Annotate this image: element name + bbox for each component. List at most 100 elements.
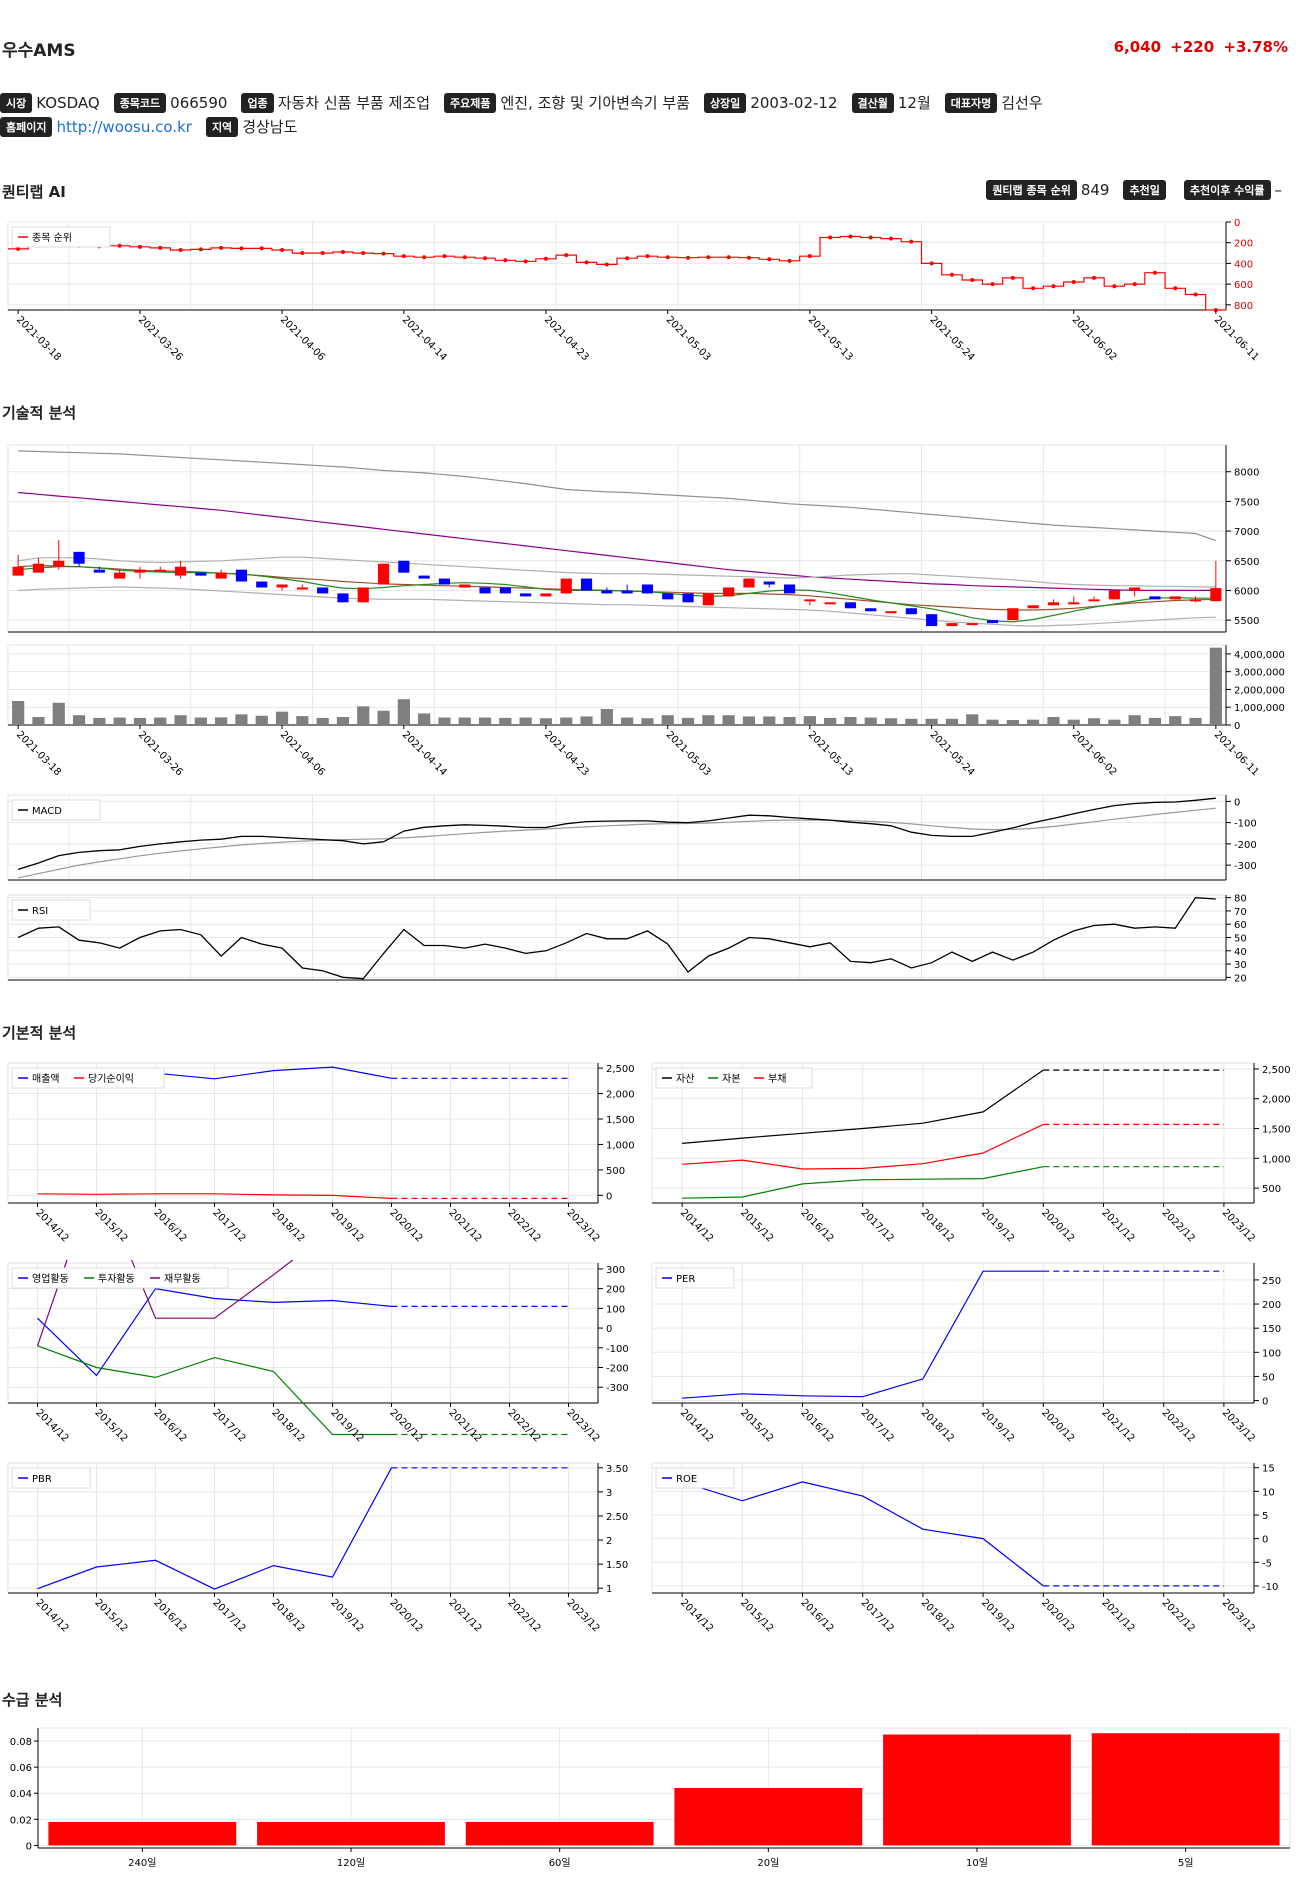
x-tick-label: 2023/12 [1220,1207,1257,1244]
industry-key: 업종 [241,92,274,113]
volume-bar [864,717,877,725]
rank-point [178,247,183,252]
y-tick-label: 15 [1262,1464,1275,1475]
volume-bar [681,717,695,725]
y-tick-label: 70 [1234,907,1247,918]
pbr-chart: 1 1.50 2 2.50 3 3.50 PBR 2014/12 2015/12 2016/12 2… [7,1462,628,1634]
series-line [37,1345,392,1436]
y-tick-label: 20 [1234,973,1247,984]
y-tick-label: -300 [1234,861,1257,872]
y-tick-label: 2 [606,1536,612,1547]
candle-body [438,578,451,585]
y-tick-label: 3 [606,1488,612,1499]
candle-body [926,614,938,627]
y-tick-label: 10 [1262,1487,1275,1498]
rank-point [280,247,285,252]
x-tick-label: 2020/12 [1039,1597,1076,1634]
x-tick-label: 2023/12 [564,1207,601,1244]
legend-label: ROE [676,1474,697,1485]
y-tick-label: 100 [606,1304,625,1315]
product-value: 엔진, 조향 및 기아변속기 부품 [500,94,690,112]
y-tick-label: 2,000 [606,1090,635,1101]
rank-point [1031,286,1036,291]
x-tick-label: 2021-06-11 [1212,314,1261,363]
ma-mid-line [18,491,1216,591]
legend-box [11,1267,229,1289]
x-tick-label: 2014/12 [678,1207,715,1244]
volume-bar [397,699,410,725]
rank-point [259,246,264,251]
x-tick-label: 2018/12 [919,1407,956,1444]
x-tick-label: 10일 [966,1857,988,1869]
y-tick-label: 3,000,000 [1234,668,1285,679]
rank-value: 849 [1080,181,1110,199]
x-tick-label: 5일 [1178,1857,1194,1869]
x-tick-label: 2021-03-18 [14,729,63,778]
volume-bar [621,717,634,725]
legend-box [11,1467,91,1489]
homepage-link[interactable]: http://woosu.co.kr [56,117,192,136]
y-tick-label: -100 [1234,819,1257,830]
y-tick-label: 1,000,000 [1234,703,1285,714]
rank-point [198,247,203,252]
rsi-line [17,897,1216,980]
rank-point [1071,280,1076,285]
x-tick-label: 2019/12 [328,1597,365,1634]
candle-body [865,608,877,612]
legend-label: MACD [32,806,62,817]
x-tick-label: 2016/12 [798,1207,835,1244]
rank-point [726,255,731,260]
balance-chart: 500 1,000 1,500 2,000 2,500 자산 자본 부채 2014/12 2015… [651,1062,1291,1244]
volume-bar [113,717,126,725]
y-tick-label: 80 [1234,894,1247,905]
x-tick-label: 2015/12 [738,1597,775,1634]
volume-bar [316,717,329,725]
volume-bar [133,717,147,725]
legend-box [11,799,101,821]
x-tick-label: 2016/12 [798,1407,835,1444]
x-tick-label: 2021-05-13 [806,729,855,778]
rank-point [503,258,508,263]
x-tick-label: 2020/12 [387,1597,424,1634]
x-tick-label: 2022/12 [505,1207,542,1244]
rank-point [889,236,894,241]
x-tick-label: 2021-03-18 [14,314,63,363]
candle-body [1149,596,1161,600]
x-tick-label: 2014/12 [33,1407,70,1444]
current-price: 6,040 [1113,38,1162,56]
rank-point [239,246,244,251]
y-tick-label: 30 [1234,960,1247,971]
y-tick-label: 0.04 [10,1789,32,1800]
candle-body [479,587,491,594]
x-tick-label: 2020/12 [1039,1207,1076,1244]
x-tick-label: 2017/12 [210,1597,247,1634]
rank-point [828,235,833,240]
x-tick-label: 2016/12 [151,1407,188,1444]
y-tick-label: 1,500 [1262,1125,1291,1136]
sales-chart: 0 500 1,000 1,500 2,000 2,500 매출액 당기순이익 2014/12 2… [7,1062,635,1244]
homepage-key: 홈페이지 [0,116,53,137]
y-tick-label: -200 [1234,840,1257,851]
code-key: 종목코드 [113,92,167,113]
x-tick-label: 2015/12 [92,1597,129,1634]
volume-chart: 0 1,000,000 2,000,000 3,000,000 4,000,000 202… [7,644,1285,778]
legend-label: 자산 [676,1073,694,1085]
x-tick-label: 2021-04-06 [278,314,327,363]
volume-bar [803,716,816,725]
rank-point [604,262,609,267]
x-tick-label: 2015/12 [92,1207,129,1244]
volume-bar [275,711,289,725]
ceo-key: 대표자명 [944,92,998,113]
rsi-chart: 20 30 40 50 60 70 80 RSI [7,894,1247,984]
x-tick-label: 2021-06-02 [1070,314,1119,363]
x-tick-label: 240일 [128,1857,156,1869]
x-tick-label: 2020/12 [387,1207,424,1244]
volume-bar [1006,720,1019,725]
x-tick-label: 2022/12 [1160,1597,1197,1634]
candle-body [1169,596,1181,600]
candle-body [520,593,532,597]
x-tick-label: 2017/12 [210,1207,247,1244]
y-tick-label: 2.50 [606,1512,628,1523]
rank-point [929,261,934,266]
volume-bar [1027,719,1040,725]
